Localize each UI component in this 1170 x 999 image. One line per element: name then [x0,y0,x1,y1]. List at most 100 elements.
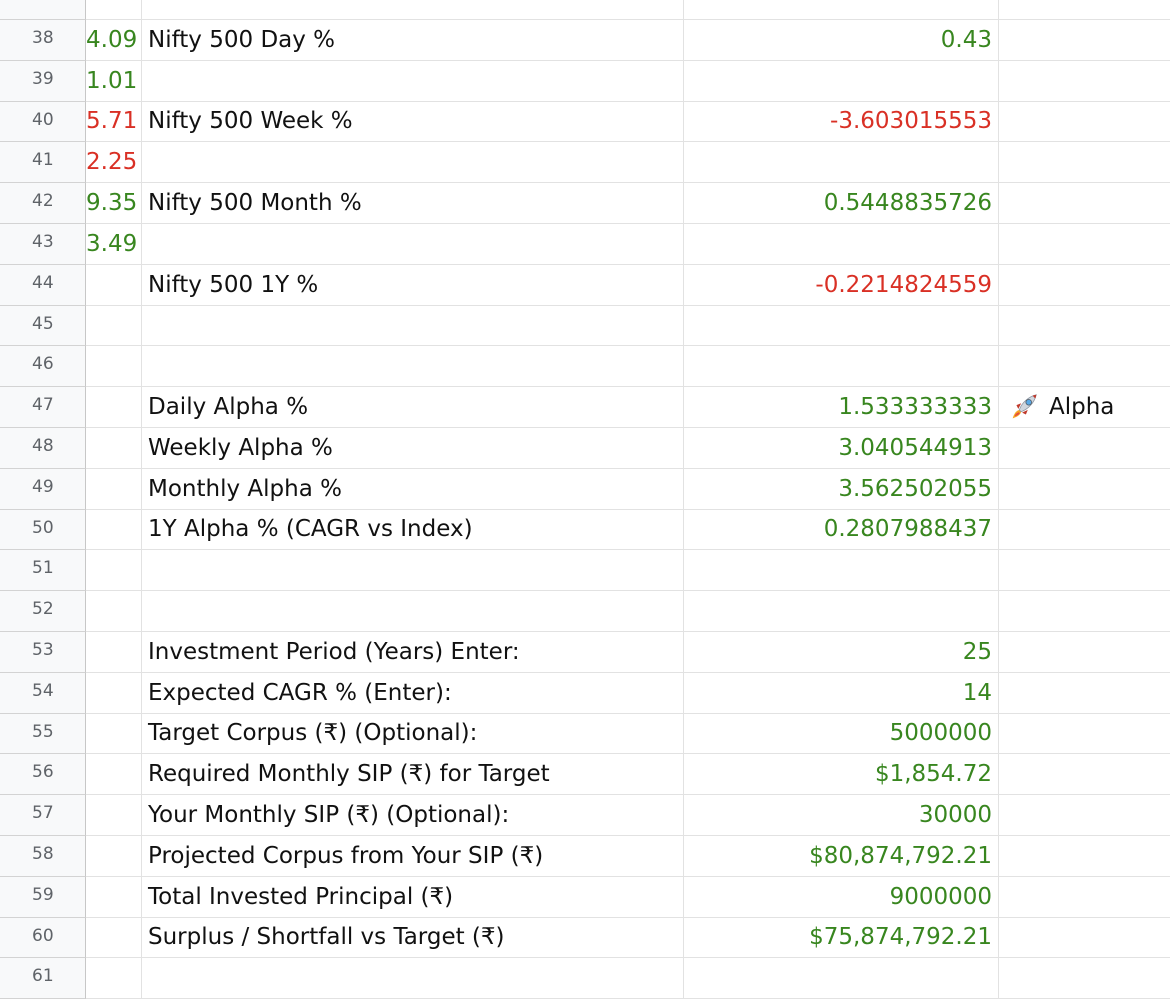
cell-col-c[interactable] [684,550,999,592]
cell-col-c[interactable] [684,0,999,20]
row-header[interactable]: 59 [0,876,86,918]
row-header[interactable]: 43 [0,224,86,265]
cell-col-b[interactable] [142,0,684,20]
row-header[interactable]: 42 [0,183,86,224]
cell-col-c[interactable] [684,305,999,347]
row-header[interactable]: 48 [0,428,86,469]
cell-col-c[interactable]: $1,854.72 [684,754,999,796]
cell-col-c[interactable]: 14 [684,672,999,714]
cell-col-d[interactable] [999,20,1170,61]
cell-col-d[interactable] [999,428,1170,469]
cell-col-b[interactable]: Your Monthly SIP (₹) (Optional): [142,795,684,836]
cell-col-b[interactable]: Investment Period (Years) Enter: [142,632,684,673]
row-header[interactable]: 58 [0,836,86,877]
row-header[interactable]: 47 [0,387,86,428]
cell-col-a[interactable] [86,0,142,20]
cell-col-d[interactable] [999,224,1170,265]
cell-col-a[interactable] [86,509,142,551]
cell-col-a[interactable] [86,917,142,959]
cell-col-d[interactable]: Alpha [999,387,1170,428]
cell-col-a[interactable] [86,713,142,755]
cell-col-c[interactable] [684,224,999,265]
cell-col-b[interactable]: Weekly Alpha % [142,428,684,469]
cell-col-d[interactable] [999,918,1170,959]
cell-col-d[interactable] [999,877,1170,918]
cell-col-a[interactable]: 9.35 [86,183,142,224]
cell-col-a[interactable] [86,428,142,469]
cell-col-a[interactable] [86,264,142,306]
cell-col-c[interactable]: 5000000 [684,713,999,755]
cell-col-b[interactable]: Projected Corpus from Your SIP (₹) [142,836,684,877]
cell-col-a[interactable] [86,836,142,877]
row-header[interactable]: 41 [0,142,86,184]
row-header[interactable]: 54 [0,672,86,714]
row-header[interactable]: 52 [0,591,86,632]
cell-col-c[interactable] [684,60,999,102]
row-header[interactable]: 45 [0,305,86,347]
cell-col-b[interactable] [142,346,684,388]
row-header[interactable]: 40 [0,101,86,143]
cell-col-a[interactable] [86,550,142,592]
cell-col-d[interactable] [999,795,1170,836]
cell-col-d[interactable] [999,183,1170,224]
cell-col-d[interactable] [999,306,1170,347]
cell-col-d[interactable] [999,714,1170,755]
cell-col-c[interactable]: -3.603015553 [684,101,999,143]
cell-col-d[interactable] [999,754,1170,796]
cell-col-d[interactable] [999,550,1170,592]
cell-col-c[interactable]: 3.562502055 [684,468,999,510]
cell-col-b[interactable]: Nifty 500 Month % [142,183,684,224]
cell-col-d[interactable] [999,836,1170,877]
cell-col-c[interactable] [684,142,999,184]
cell-col-b[interactable]: Daily Alpha % [142,387,684,428]
cell-col-a[interactable] [86,468,142,510]
row-header[interactable]: 55 [0,713,86,755]
cell-col-b[interactable]: Nifty 500 Week % [142,101,684,143]
cell-col-c[interactable]: 0.43 [684,20,999,61]
cell-col-d[interactable] [999,958,1170,999]
row-header[interactable]: 50 [0,509,86,551]
cell-col-c[interactable]: 0.5448835726 [684,183,999,224]
row-header[interactable]: 46 [0,346,86,388]
cell-col-d[interactable] [999,0,1170,20]
cell-col-b[interactable]: Total Invested Principal (₹) [142,876,684,918]
row-header[interactable]: 51 [0,550,86,592]
cell-col-b[interactable]: Surplus / Shortfall vs Target (₹) [142,917,684,959]
cell-col-d[interactable] [999,591,1170,632]
cell-col-b[interactable] [142,591,684,632]
cell-col-c[interactable]: -0.2214824559 [684,264,999,306]
cell-col-d[interactable] [999,469,1170,510]
cell-col-a[interactable] [86,672,142,714]
cell-col-b[interactable] [142,958,684,999]
cell-col-c[interactable] [684,346,999,388]
row-header[interactable]: 39 [0,60,86,102]
cell-col-d[interactable] [999,265,1170,306]
cell-col-b[interactable]: Nifty 500 Day % [142,20,684,61]
cell-col-a[interactable]: 5.71 [86,101,142,143]
cell-col-c[interactable]: 3.040544913 [684,428,999,469]
cell-col-b[interactable] [142,305,684,347]
cell-col-c[interactable]: 1.533333333 [684,387,999,428]
cell-col-c[interactable]: 30000 [684,795,999,836]
cell-col-a[interactable] [86,876,142,918]
cell-col-b[interactable]: Required Monthly SIP (₹) for Target [142,754,684,796]
row-header[interactable]: 60 [0,917,86,959]
cell-col-d[interactable] [999,510,1170,551]
cell-col-a[interactable] [86,958,142,999]
cell-col-d[interactable] [999,673,1170,714]
row-header[interactable]: 49 [0,468,86,510]
cell-col-a[interactable]: 2.25 [86,142,142,184]
row-header[interactable]: 37 [0,0,86,20]
row-header[interactable]: 61 [0,958,86,999]
cell-col-b[interactable]: Expected CAGR % (Enter): [142,672,684,714]
cell-col-c[interactable] [684,591,999,632]
cell-col-c[interactable]: 9000000 [684,876,999,918]
cell-col-d[interactable] [999,632,1170,673]
cell-col-a[interactable]: 1.01 [86,60,142,102]
row-header[interactable]: 56 [0,754,86,796]
row-header[interactable]: 53 [0,632,86,673]
cell-col-b[interactable] [142,60,684,102]
cell-col-a[interactable] [86,591,142,632]
cell-col-c[interactable] [684,958,999,999]
cell-col-a[interactable] [86,754,142,796]
